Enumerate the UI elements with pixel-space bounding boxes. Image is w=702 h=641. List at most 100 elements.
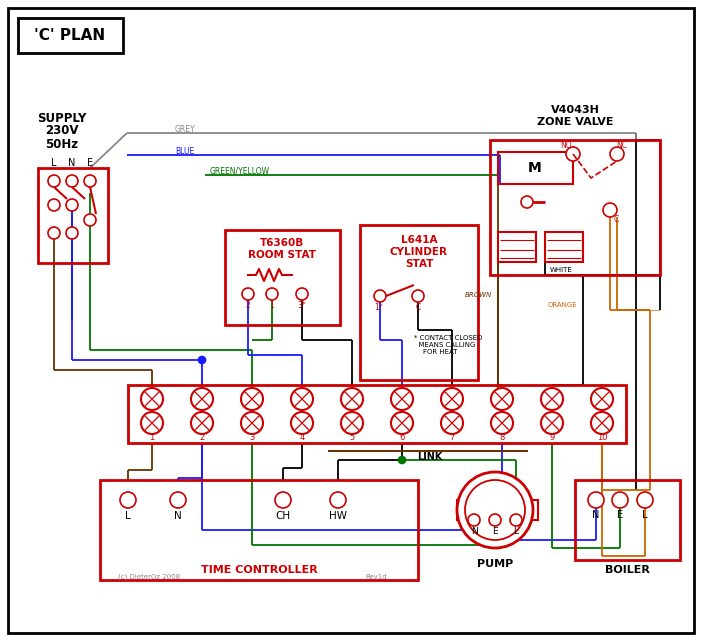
Text: 10: 10 xyxy=(597,433,607,442)
Text: CYLINDER: CYLINDER xyxy=(390,247,448,257)
Text: Rev1d: Rev1d xyxy=(365,574,387,580)
Circle shape xyxy=(491,412,513,434)
Circle shape xyxy=(591,412,613,434)
Text: N: N xyxy=(592,510,600,520)
Text: SUPPLY: SUPPLY xyxy=(37,112,86,124)
Circle shape xyxy=(191,412,213,434)
Circle shape xyxy=(610,147,624,161)
Circle shape xyxy=(291,412,313,434)
Text: L: L xyxy=(513,528,519,537)
Text: T6360B: T6360B xyxy=(260,238,304,248)
Text: 2: 2 xyxy=(246,301,251,310)
Circle shape xyxy=(541,388,563,410)
Text: E: E xyxy=(492,528,498,537)
Circle shape xyxy=(457,472,533,548)
Text: C: C xyxy=(614,215,618,224)
Bar xyxy=(18,18,123,53)
Text: 4: 4 xyxy=(299,433,305,442)
Circle shape xyxy=(374,290,386,302)
Bar xyxy=(100,480,418,580)
Text: L: L xyxy=(642,510,648,520)
Circle shape xyxy=(468,514,480,526)
Text: LINK: LINK xyxy=(417,452,443,462)
Circle shape xyxy=(241,388,263,410)
Text: CH: CH xyxy=(275,511,291,521)
Bar xyxy=(575,480,680,560)
Text: ROOM STAT: ROOM STAT xyxy=(248,250,316,260)
Text: 1*: 1* xyxy=(375,303,383,312)
Text: BOILER: BOILER xyxy=(604,565,649,575)
Circle shape xyxy=(412,290,424,302)
Bar xyxy=(360,225,478,380)
Circle shape xyxy=(521,196,533,208)
Circle shape xyxy=(48,175,60,187)
Text: 1: 1 xyxy=(150,433,154,442)
Text: 3: 3 xyxy=(249,433,255,442)
Circle shape xyxy=(391,412,413,434)
Circle shape xyxy=(170,492,186,508)
Text: V4043H: V4043H xyxy=(550,105,600,115)
Circle shape xyxy=(603,203,617,217)
Text: 50Hz: 50Hz xyxy=(46,138,79,151)
Text: C: C xyxy=(416,303,420,312)
Text: 6: 6 xyxy=(399,433,404,442)
Circle shape xyxy=(341,412,363,434)
Text: GREY: GREY xyxy=(175,124,196,133)
Circle shape xyxy=(441,412,463,434)
Text: N: N xyxy=(470,528,477,537)
Bar xyxy=(498,232,536,262)
Circle shape xyxy=(399,456,406,463)
Bar xyxy=(498,152,573,184)
Text: ORANGE: ORANGE xyxy=(548,302,578,308)
Text: E: E xyxy=(617,510,623,520)
Circle shape xyxy=(199,356,206,363)
Text: * CONTACT CLOSED
  MEANS CALLING
    FOR HEAT: * CONTACT CLOSED MEANS CALLING FOR HEAT xyxy=(414,335,482,355)
Circle shape xyxy=(491,388,513,410)
Bar xyxy=(490,140,660,275)
Circle shape xyxy=(48,199,60,211)
Text: NO: NO xyxy=(560,140,572,149)
Text: N: N xyxy=(174,511,182,521)
Bar xyxy=(128,385,626,443)
Bar xyxy=(526,500,538,520)
Circle shape xyxy=(612,492,628,508)
Circle shape xyxy=(66,199,78,211)
Text: (c) DieterOz 2008: (c) DieterOz 2008 xyxy=(118,574,180,580)
Circle shape xyxy=(465,480,525,540)
Text: 1: 1 xyxy=(270,301,274,310)
Text: L: L xyxy=(51,158,57,168)
Circle shape xyxy=(541,412,563,434)
Text: GREEN/YELLOW: GREEN/YELLOW xyxy=(210,167,270,176)
Text: E: E xyxy=(87,158,93,168)
Circle shape xyxy=(275,492,291,508)
Circle shape xyxy=(84,214,96,226)
Circle shape xyxy=(510,514,522,526)
Circle shape xyxy=(441,388,463,410)
Text: 7: 7 xyxy=(449,433,455,442)
Circle shape xyxy=(141,388,163,410)
Circle shape xyxy=(637,492,653,508)
Bar xyxy=(38,168,108,263)
Circle shape xyxy=(84,175,96,187)
Text: TIME CONTROLLER: TIME CONTROLLER xyxy=(201,565,317,575)
Circle shape xyxy=(330,492,346,508)
Circle shape xyxy=(588,492,604,508)
Text: 9: 9 xyxy=(550,433,555,442)
Text: 230V: 230V xyxy=(45,124,79,138)
Circle shape xyxy=(141,412,163,434)
Circle shape xyxy=(489,514,501,526)
Text: PUMP: PUMP xyxy=(477,559,513,569)
Circle shape xyxy=(66,175,78,187)
Text: L641A: L641A xyxy=(401,235,437,245)
Circle shape xyxy=(66,227,78,239)
Text: WHITE: WHITE xyxy=(550,267,573,273)
Circle shape xyxy=(48,227,60,239)
Circle shape xyxy=(291,388,313,410)
Text: M: M xyxy=(528,161,542,175)
Text: N: N xyxy=(68,158,76,168)
Text: L: L xyxy=(125,511,131,521)
Text: ZONE VALVE: ZONE VALVE xyxy=(537,117,614,127)
Bar xyxy=(457,500,469,520)
Text: 5: 5 xyxy=(350,433,355,442)
Bar xyxy=(545,232,583,262)
